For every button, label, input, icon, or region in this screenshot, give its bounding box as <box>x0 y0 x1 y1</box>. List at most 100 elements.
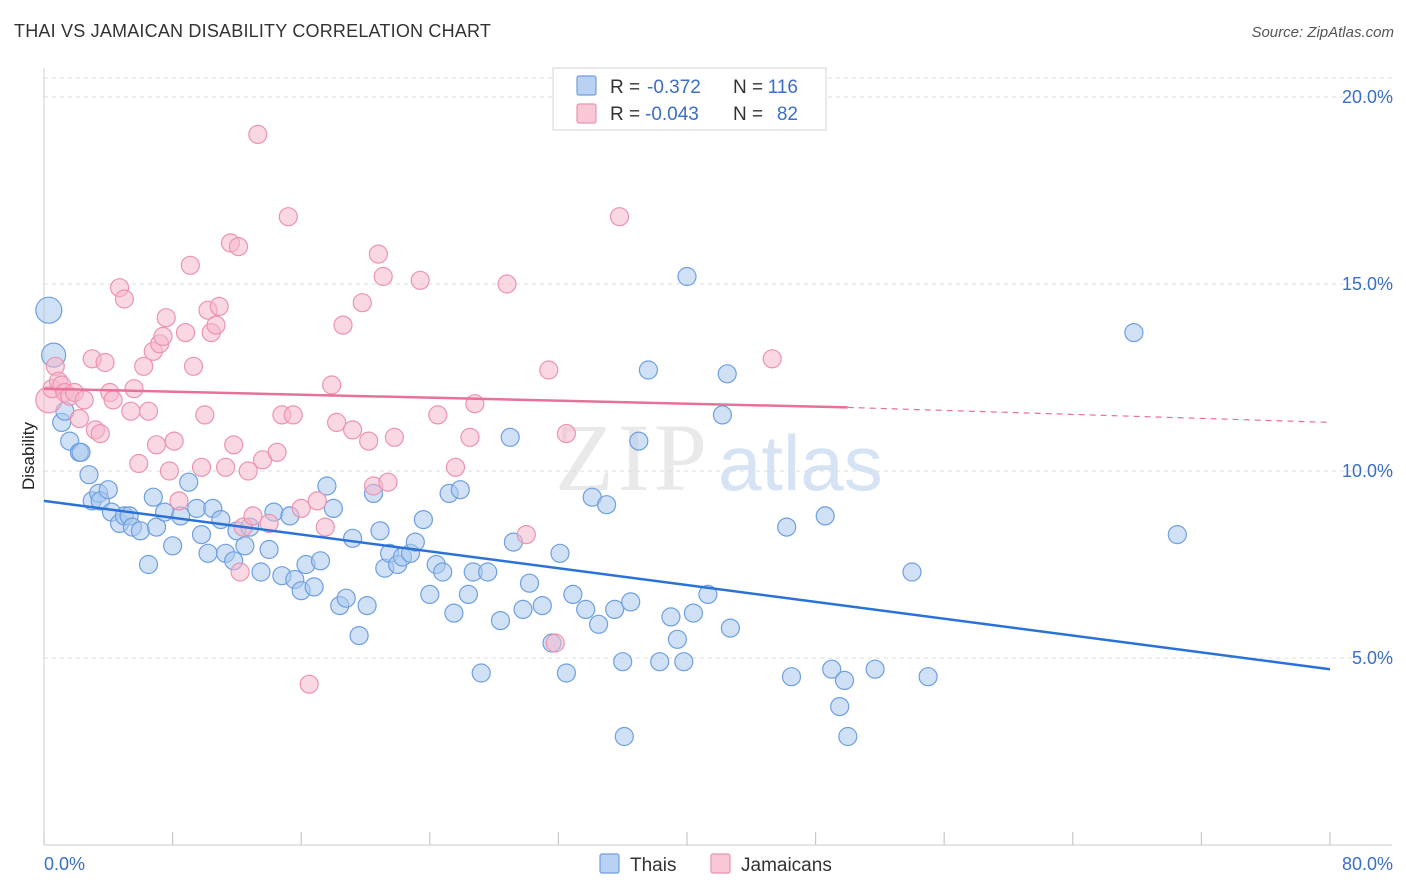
data-point-thais <box>138 554 159 575</box>
data-point-jamaicans <box>209 296 229 316</box>
data-point-jamaicans <box>90 424 110 444</box>
data-point-jamaicans <box>545 633 565 653</box>
x-tick-label-max: 80.0% <box>1342 854 1393 874</box>
series-thais <box>35 266 1187 747</box>
data-point-thais <box>556 663 577 683</box>
data-point-jamaicans <box>609 207 630 227</box>
data-point-thais <box>650 652 670 672</box>
data-point-jamaicans <box>373 266 393 287</box>
data-point-thais <box>629 431 649 451</box>
data-point-jamaicans <box>191 457 212 477</box>
data-point-thais <box>235 536 255 556</box>
trend-lines <box>43 387 1331 671</box>
data-point-jamaicans <box>228 237 249 257</box>
data-point-thais <box>349 625 369 646</box>
data-point-thais <box>777 517 797 537</box>
data-point-thais <box>163 536 183 556</box>
data-point-jamaicans <box>352 293 372 313</box>
data-point-thais <box>605 599 625 620</box>
data-point-jamaicans <box>359 431 379 451</box>
data-point-jamaicans <box>230 562 250 582</box>
data-point-thais <box>343 528 363 548</box>
data-point-jamaicans <box>153 326 173 346</box>
chart-title: THAI VS JAMAICAN DISABILITY CORRELATION … <box>14 21 492 41</box>
data-point-thais <box>576 599 596 620</box>
data-point-jamaicans <box>216 457 236 477</box>
bottom-legend-jamaicans: Jamaicans <box>741 855 832 876</box>
data-point-jamaicans <box>183 356 204 376</box>
data-point-thais <box>918 667 938 687</box>
data-point-thais <box>781 667 802 687</box>
watermark: ZIP atlas <box>555 404 883 511</box>
data-point-jamaicans <box>195 405 215 425</box>
data-point-jamaicans <box>159 461 179 481</box>
legend-r-value-thais: -0.372 <box>647 77 701 98</box>
data-point-jamaicans <box>156 308 176 328</box>
data-point-jamaicans <box>129 453 149 474</box>
bottom-legend-swatch-jamaicans <box>710 853 731 874</box>
data-point-thais <box>588 614 609 634</box>
data-point-thais <box>1124 323 1144 343</box>
source-credit: Source: ZipAtlas.com <box>1251 24 1394 41</box>
data-point-thais <box>179 472 199 492</box>
data-point-thais <box>613 652 633 672</box>
data-point-jamaicans <box>243 506 263 526</box>
data-point-jamaicans <box>428 405 448 425</box>
data-point-thais <box>596 495 617 515</box>
legend-swatch-thais <box>576 75 597 96</box>
y-tick-labels: 5.0% 10.0% 15.0% 20.0% <box>1342 87 1393 668</box>
watermark-zip: ZIP <box>555 404 711 511</box>
y-tick-label: 5.0% <box>1352 648 1393 668</box>
data-point-thais <box>638 360 659 380</box>
legend-box <box>552 67 827 131</box>
data-point-thais <box>838 726 858 747</box>
data-point-jamaicans <box>343 420 363 440</box>
data-point-thais <box>720 618 741 638</box>
data-point-thais <box>370 521 390 541</box>
x-tick-label-min: 0.0% <box>44 854 85 874</box>
data-point-jamaicans <box>315 517 335 537</box>
data-point-jamaicans <box>378 472 398 492</box>
data-point-thais <box>357 595 377 616</box>
data-point-jamaicans <box>299 674 319 694</box>
data-point-thais <box>717 364 737 384</box>
data-point-jamaicans <box>74 390 94 410</box>
data-point-jamaicans <box>327 412 347 432</box>
data-point-jamaicans <box>175 323 196 343</box>
data-point-thais <box>146 517 167 537</box>
trend-line-jamaicans-extrapolated <box>847 406 1331 423</box>
bottom-legend-thais: Thais <box>630 855 676 876</box>
data-point-thais <box>259 539 279 560</box>
data-point-jamaicans <box>164 431 184 451</box>
legend-n-value-thais: 116 <box>768 77 798 98</box>
data-point-jamaicans <box>180 255 200 275</box>
legend-r-label-jamaicans: R = <box>610 104 640 125</box>
data-point-thais <box>420 584 440 605</box>
data-point-thais <box>444 603 464 623</box>
data-point-thais <box>674 652 694 672</box>
data-point-jamaicans <box>124 379 144 399</box>
y-axis-label: Disability <box>19 421 38 490</box>
data-point-thais <box>815 506 835 526</box>
data-point-thais <box>450 480 470 500</box>
data-point-thais <box>191 524 212 545</box>
data-point-jamaicans <box>206 315 226 335</box>
data-point-jamaicans <box>322 375 342 395</box>
data-point-thais <box>310 551 331 571</box>
legend-swatch-jamaicans <box>576 103 597 124</box>
data-point-thais <box>471 663 491 683</box>
legend-n-value-jamaicans: 82 <box>777 104 798 125</box>
data-point-jamaicans <box>138 401 159 421</box>
data-point-thais <box>187 498 207 518</box>
data-point-thais <box>563 584 583 605</box>
data-point-jamaicans <box>267 442 287 462</box>
data-point-jamaicans <box>278 207 298 227</box>
data-point-thais <box>336 588 356 608</box>
data-point-thais <box>683 603 704 623</box>
data-point-thais <box>198 543 218 563</box>
data-point-thais <box>458 584 478 605</box>
data-point-thais <box>1167 524 1187 545</box>
data-point-jamaicans <box>410 270 430 290</box>
data-point-thais <box>317 476 337 496</box>
